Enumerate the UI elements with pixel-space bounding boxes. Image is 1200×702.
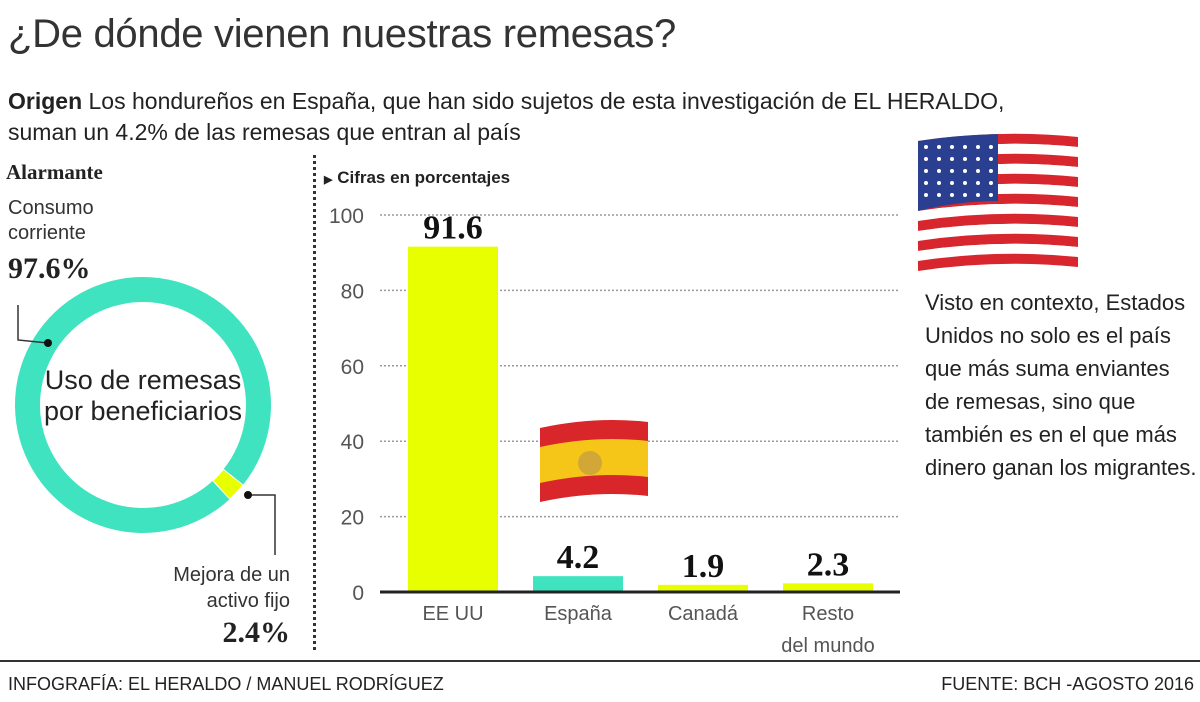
spain-flag-coat [578,451,602,475]
bar-1 [533,576,623,592]
leader-dot-consumo [44,339,52,347]
bar-2 [658,584,748,592]
x-tick-label: España [544,603,613,625]
triangle-icon: ▶ [324,174,333,186]
us-flag-stripe [918,253,1078,271]
us-flag-star [989,193,993,197]
us-flag-star [963,145,967,149]
leader-line-mejora [248,494,276,555]
us-flag-star [937,157,941,161]
bar-0 [408,246,498,592]
leader-line-consumo [17,305,49,344]
y-tick-label: 40 [341,431,364,454]
segment-value-mejora: 2.4% [222,616,291,649]
divider [313,155,316,650]
us-flag-star [950,181,954,185]
page-title: ¿De dónde vienen nuestras remesas? [8,12,676,56]
us-flag-star [963,193,967,197]
us-flag-star [950,193,954,197]
us-flag-star [950,169,954,173]
us-flag-stripe [918,243,1078,261]
us-flag-stripe [918,223,1078,241]
us-flag-star [937,193,941,197]
bar-value-label: 2.3 [807,546,850,583]
us-flag-star [989,145,993,149]
x-tick-label: del mundo [781,635,874,657]
lead-text: Los hondureños en España, que han sido s… [8,88,1005,145]
us-flag-stripe [918,213,1078,231]
bar-chart-subtitle: ▶ Cifras en porcentajes [324,168,510,188]
us-flag-star [924,181,928,185]
us-flag-star [989,169,993,173]
bar-3 [783,583,873,592]
donut-slice [212,468,244,500]
us-flag-stripe [918,233,1078,251]
us-flag-star [963,181,967,185]
y-tick-label: 0 [352,582,364,605]
bar-value-label: 4.2 [557,539,600,576]
us-flag-star [963,157,967,161]
us-flag-star [976,145,980,149]
us-flag-star [963,169,967,173]
segment-label-mejora: Mejora de un activo fijo [173,564,290,612]
spain-flag-icon [540,420,648,502]
x-tick-label: Canadá [668,603,739,625]
donut-center-label: Uso de remesas por beneficiarios [43,365,243,426]
footer-source: FUENTE: BCH -AGOSTO 2016 [941,674,1194,694]
x-tick-label: Resto [802,603,854,625]
us-flag-star [976,169,980,173]
us-flag-star [976,157,980,161]
bar-value-label: 1.9 [682,548,725,585]
segment-value-consumo: 97.6% [8,252,91,285]
us-flag-star [950,145,954,149]
us-flag-star [937,169,941,173]
us-flag-star [976,193,980,197]
context-text: Visto en contexto, Estados Unidos no sol… [925,290,1197,480]
us-flag-star [924,145,928,149]
footer-rule [0,660,1200,662]
us-flag-canton [918,134,998,211]
y-tick-label: 20 [341,507,364,530]
us-flag-star [937,145,941,149]
us-flag-star [924,157,928,161]
us-flag-stripe [918,203,1078,221]
us-flag-star [989,181,993,185]
footer-credit: INFOGRAFÍA: EL HERALDO / MANUEL RODRÍGUE… [8,674,444,694]
us-flag-star [989,157,993,161]
y-tick-label: 80 [341,280,364,303]
lead-label: Origen [8,88,83,114]
us-flag-star [950,157,954,161]
segment-label-consumo: Consumo corriente [8,197,94,244]
y-tick-label: 60 [341,356,364,379]
us-flag-icon [918,133,1078,271]
leader-dot-mejora [244,491,252,499]
us-flag-star [924,193,928,197]
y-tick-label: 100 [329,205,364,228]
us-flag-star [976,181,980,185]
us-flag-star [924,169,928,173]
bar-chart-subtitle-text: Cifras en porcentajes [337,168,511,187]
bar-value-label: 91.6 [423,210,483,247]
x-tick-label: EE UU [422,603,483,625]
us-flag-star [937,181,941,185]
lead-paragraph: Origen Los hondureños en España, que han… [8,86,1008,148]
donut-heading: Alarmante [6,160,103,184]
